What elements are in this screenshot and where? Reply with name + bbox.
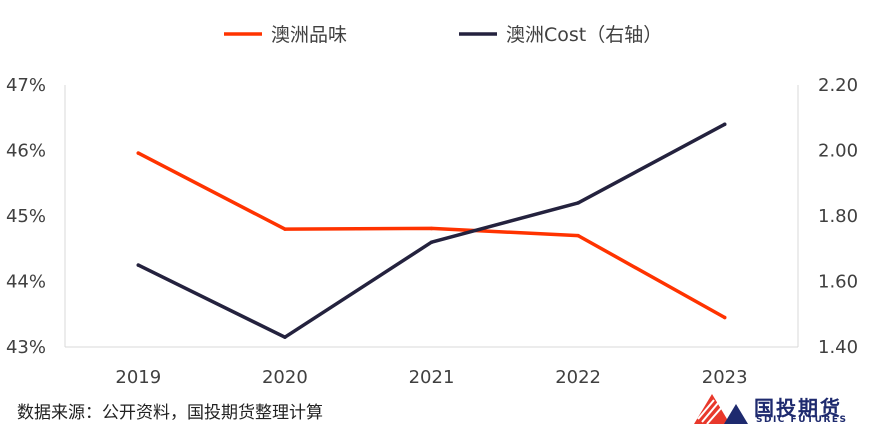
- data-point: [136, 151, 141, 155]
- legend-label-2: 澳洲Cost（右轴）: [506, 24, 662, 46]
- chart: 澳洲品味 澳洲Cost（右轴） 43%44%45%46%47% 1.401.601…: [6, 24, 858, 388]
- logo-mark-icon: [694, 394, 748, 425]
- logo-text-en: SDIC FUTURES: [756, 415, 848, 425]
- company-logo: 国投期货 SDIC FUTURES: [684, 391, 866, 427]
- data-point: [283, 335, 287, 339]
- left-tick-label: 47%: [6, 75, 46, 96]
- data-point: [576, 233, 580, 238]
- right-tick-label: 1.60: [818, 272, 858, 293]
- left-axis-ticks: 43% 44% 45% 46% 47%: [6, 75, 46, 358]
- logo-text-cn: 国投期货: [754, 396, 842, 420]
- source-note: 数据来源：公开资料，国投期货整理计算: [17, 403, 323, 423]
- x-tick-label: 2020: [262, 367, 308, 388]
- right-tick-label: 1.40: [818, 337, 858, 358]
- data-point: [136, 263, 141, 267]
- data-point: [283, 227, 287, 231]
- x-tick-label: 2021: [409, 367, 455, 388]
- series-line-1: [136, 151, 727, 320]
- series-line-2: [136, 122, 727, 339]
- right-axis-ticks: 1.40 1.60 1.80 2.00 2.20: [818, 75, 858, 358]
- series-group: [136, 122, 727, 339]
- x-tick-label: 2022: [555, 367, 601, 388]
- left-tick-label: 44%: [6, 272, 46, 293]
- data-point: [576, 201, 580, 205]
- data-point: [429, 240, 434, 244]
- legend-label-1: 澳洲品味: [271, 24, 347, 46]
- data-point: [429, 226, 434, 231]
- right-tick-label: 2.00: [818, 141, 858, 162]
- legend: 澳洲品味 澳洲Cost（右轴）: [224, 24, 662, 46]
- right-tick-label: 2.20: [818, 75, 858, 96]
- data-point: [722, 315, 727, 320]
- x-tick-label: 2019: [115, 367, 161, 388]
- data-point: [722, 122, 727, 127]
- left-tick-label: 43%: [6, 337, 46, 358]
- left-tick-label: 46%: [6, 141, 46, 162]
- x-axis-ticks: 2019 2020 2021 2022 2023: [115, 367, 747, 388]
- left-tick-label: 45%: [6, 206, 46, 227]
- right-tick-label: 1.80: [818, 206, 858, 227]
- x-tick-label: 2023: [702, 367, 748, 388]
